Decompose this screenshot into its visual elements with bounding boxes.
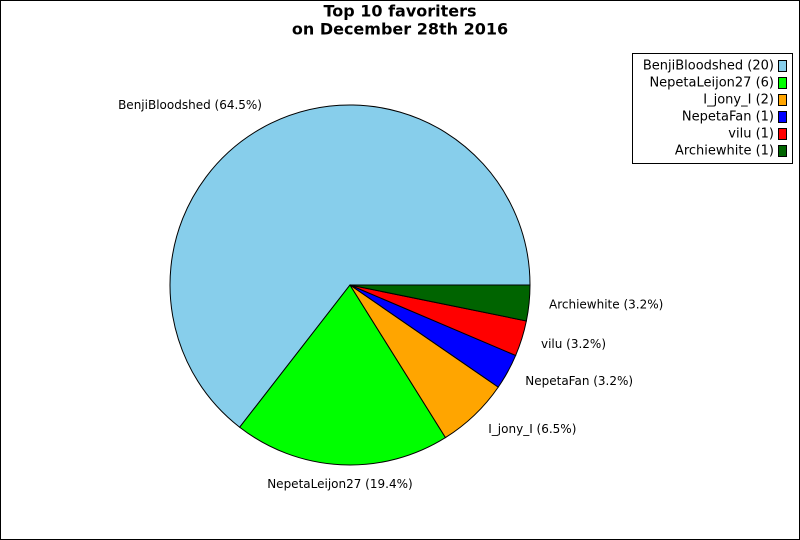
legend-label: I_jony_I (2) <box>703 93 774 108</box>
chart-title: Top 10 favoriters <box>323 2 476 21</box>
legend-swatch <box>778 111 787 123</box>
legend-label: vilu (1) <box>728 127 774 142</box>
legend-label: NepetaFan (1) <box>682 110 774 125</box>
legend-swatch <box>778 128 787 140</box>
slice-label: I_jony_I (6.5%) <box>488 422 576 436</box>
legend-box <box>632 53 793 164</box>
slice-label: vilu (3.2%) <box>541 337 606 351</box>
legend-swatch <box>778 94 787 106</box>
legend-label: Archiewhite (1) <box>675 144 774 159</box>
slice-label: BenjiBloodshed (64.5%) <box>118 98 262 112</box>
pie-slice <box>349 284 531 322</box>
legend-swatch <box>778 77 787 89</box>
legend-swatch <box>778 145 787 157</box>
chart-subtitle: on December 28th 2016 <box>292 20 508 39</box>
pie-slice <box>238 284 447 466</box>
legend-swatch <box>778 60 787 72</box>
slice-label: NepetaFan (3.2%) <box>525 374 633 388</box>
legend-label: BenjiBloodshed (20) <box>643 59 774 74</box>
pie-slice <box>169 104 531 428</box>
slice-label: Archiewhite (3.2%) <box>549 298 663 312</box>
legend-label: NepetaLeijon27 (6) <box>649 76 774 91</box>
slice-label: NepetaLeijon27 (19.4%) <box>267 477 412 491</box>
